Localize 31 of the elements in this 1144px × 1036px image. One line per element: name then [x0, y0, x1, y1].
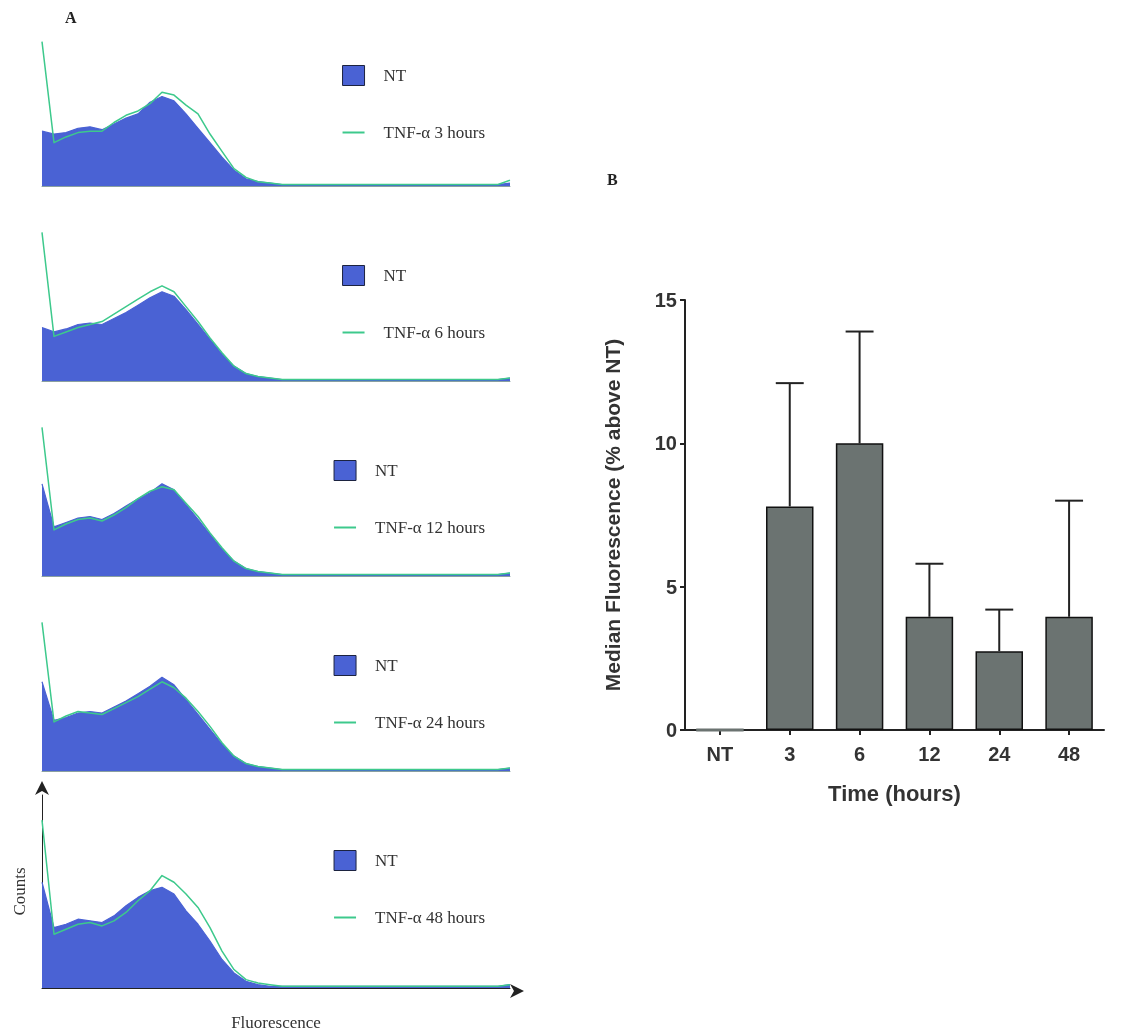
- legend-label: NT: [383, 66, 407, 85]
- y-axis-title: Median Fluorescence (% above NT): [601, 338, 624, 692]
- x-tick-label: NT: [706, 743, 734, 765]
- legend-label: NT: [375, 656, 399, 675]
- bar: [766, 506, 814, 730]
- x-tick-label: 48: [1057, 743, 1081, 765]
- legend-label: NT: [375, 461, 399, 480]
- chart-title: B: [607, 170, 618, 188]
- y-tick-label: 0: [665, 719, 677, 741]
- bar: [835, 443, 884, 730]
- bar: [975, 651, 1023, 730]
- x-tick-label: 6: [854, 743, 866, 765]
- bar: [905, 616, 954, 730]
- y-tick-label: 10: [654, 432, 677, 455]
- legend-label: NT: [383, 266, 407, 285]
- y-axis-title: Counts: [10, 867, 29, 916]
- chart-title: A: [65, 8, 77, 26]
- legend-label: NT: [375, 851, 399, 870]
- legend-label: TNF-α 48 hours: [375, 908, 486, 927]
- legend-label: TNF-α 6 hours: [383, 323, 486, 342]
- legend-label: TNF-α 3 hours: [383, 123, 486, 142]
- legend-label: TNF-α 24 hours: [375, 713, 486, 732]
- y-tick-label: 15: [654, 289, 677, 311]
- bar: [1045, 616, 1093, 730]
- x-tick-label: 12: [918, 743, 941, 765]
- x-axis-title: Fluorescence: [231, 1013, 321, 1032]
- x-tick-label: 3: [784, 743, 796, 765]
- x-tick-label: 24: [988, 743, 1012, 765]
- x-axis-title: Time (hours): [828, 780, 961, 806]
- legend-label: TNF-α 12 hours: [375, 518, 486, 537]
- y-tick-label: 5: [665, 575, 677, 598]
